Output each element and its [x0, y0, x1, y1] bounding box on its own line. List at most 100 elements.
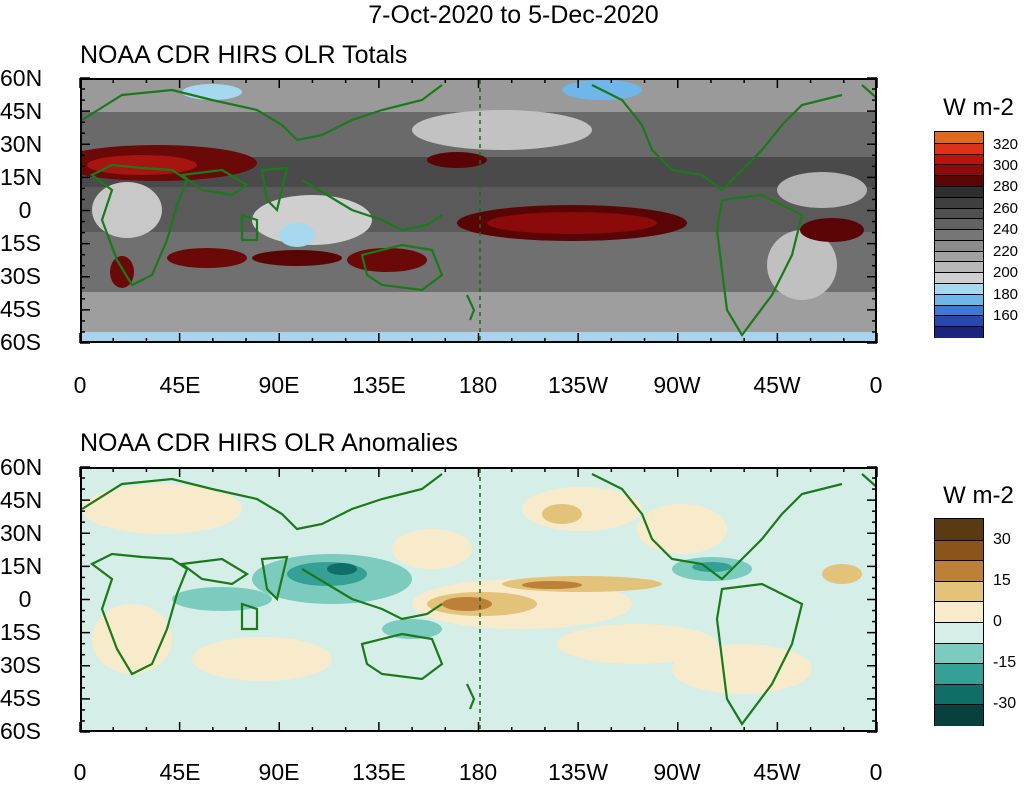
- tropical-atlantic-low-region: [777, 172, 867, 208]
- africa-coast: [89, 552, 189, 676]
- lat-label: 45N: [0, 98, 43, 124]
- eurasia-coast: [82, 84, 443, 142]
- indian-ocean-negative-region: [172, 587, 272, 611]
- lon-label: 180: [458, 372, 498, 398]
- coastlines: [82, 473, 875, 726]
- colorbar-segment: [935, 304, 983, 317]
- lat-label: 15N: [0, 164, 43, 190]
- lat-label: 30S: [0, 263, 41, 289]
- india-coast: [260, 555, 289, 602]
- colorbar-segment: [935, 261, 983, 274]
- colorbar-segment: [935, 250, 983, 263]
- south-indian-high-region: [252, 250, 342, 266]
- colorbar-tick-label: 220: [993, 243, 1019, 260]
- south-atlantic-high-region: [800, 218, 864, 242]
- sahara-peak-region: [87, 155, 197, 175]
- india-coast: [260, 166, 289, 213]
- lon-label: 45W: [753, 372, 801, 398]
- new-zealand-coast: [466, 683, 476, 710]
- colorbar-segment: [935, 293, 983, 306]
- colorbar-segment: [935, 283, 983, 295]
- anomalies-map[interactable]: [80, 467, 877, 732]
- south-america-low-region: [767, 230, 837, 300]
- colorbar-tick-label: 180: [993, 286, 1019, 303]
- colorbar-segment: [935, 196, 983, 209]
- totals-map[interactable]: [80, 78, 877, 343]
- lon-label: 90W: [653, 372, 701, 398]
- colorbar-tick-label: 200: [993, 264, 1019, 281]
- equatorial-pacific-peak-region: [442, 597, 492, 611]
- indian-ocean-box: [240, 213, 259, 242]
- lat-label: 30N: [0, 131, 43, 157]
- arabia-coast: [179, 557, 250, 586]
- figure-title: 7-Oct-2020 to 5-Dec-2020: [368, 1, 659, 29]
- lon-label: 45W: [753, 759, 801, 785]
- north-america-coast: [591, 84, 843, 192]
- south-indian-positive-region: [192, 637, 332, 681]
- us-positive-region: [637, 504, 727, 554]
- south-america-coast: [715, 582, 804, 726]
- lat-label: 15S: [0, 619, 41, 645]
- coastlines: [82, 84, 875, 337]
- lat-label: 60N: [0, 454, 43, 480]
- colorbar-segment: [935, 207, 983, 220]
- colorbar-segment: [935, 601, 983, 623]
- lon-label: 0: [73, 372, 87, 398]
- lon-label: 135W: [547, 759, 609, 785]
- lat-label: 45S: [0, 685, 41, 711]
- lat-label: 60S: [0, 718, 41, 744]
- maritime-core-region: [287, 562, 367, 586]
- lon-label: 180: [458, 759, 498, 785]
- colorbar-segment: [935, 622, 983, 644]
- lon-label: 45E: [159, 372, 201, 398]
- lon-label: 135E: [352, 372, 406, 398]
- lon-label: 45E: [159, 759, 201, 785]
- northeast-pacific-core-region: [542, 504, 582, 524]
- indian-ocean-box: [240, 602, 259, 631]
- lat-label: 45N: [0, 487, 43, 513]
- northeast-pacific-positive-region: [522, 487, 642, 531]
- lat-label: 60N: [0, 65, 43, 91]
- africa-coast: [89, 163, 189, 287]
- colorbar-segment: [935, 326, 983, 338]
- colorbar-segment: [935, 164, 983, 177]
- australia-coast: [360, 632, 444, 681]
- colorbar-segment: [935, 560, 983, 582]
- colorbar-tick-label: 280: [993, 178, 1019, 195]
- north-pacific-positive-region: [392, 529, 472, 569]
- west-africa-positive-region: [822, 564, 862, 584]
- colorbar-segment: [935, 539, 983, 562]
- colorbar-segment: [935, 229, 983, 241]
- siberia-blue-region: [182, 84, 242, 100]
- colorbar-segment: [935, 132, 983, 143]
- south-america-positive-region: [672, 644, 812, 694]
- colorbar-segment: [935, 272, 983, 285]
- colorbar-segment: [935, 315, 983, 328]
- colorbar-tick-label: 240: [993, 221, 1019, 238]
- anomalies-colorbar: [934, 518, 984, 726]
- southern-africa-positive-region: [92, 604, 172, 674]
- lon-label: 90E: [258, 759, 300, 785]
- southeast-asia-coast: [301, 179, 443, 232]
- colorbar-segment: [935, 663, 983, 685]
- colorbar-tick-label: 15: [993, 572, 1011, 589]
- colorbar-tick-label: -30: [993, 695, 1017, 712]
- indian-ocean-high-region: [167, 248, 247, 268]
- lat-label: 0: [18, 197, 32, 223]
- totals-colorbar: [934, 131, 984, 338]
- itcz-core-region: [522, 581, 582, 589]
- north-pacific-high-region: [427, 152, 487, 168]
- maritime-peak-region: [327, 563, 357, 575]
- colorbar-segment: [935, 519, 983, 540]
- south-pacific-positive-region: [557, 624, 717, 664]
- colorbar-segment: [935, 642, 983, 665]
- lon-label: 0: [73, 759, 87, 785]
- lon-label: 0: [869, 372, 883, 398]
- colorbar-tick-label: 300: [993, 157, 1019, 174]
- colorbar-segment: [935, 218, 983, 231]
- colorbar-segment: [935, 142, 983, 155]
- lat-label: 0: [18, 586, 32, 612]
- lat-label: 15N: [0, 553, 43, 579]
- lon-label: 90W: [653, 759, 701, 785]
- lat-label: 15S: [0, 230, 41, 256]
